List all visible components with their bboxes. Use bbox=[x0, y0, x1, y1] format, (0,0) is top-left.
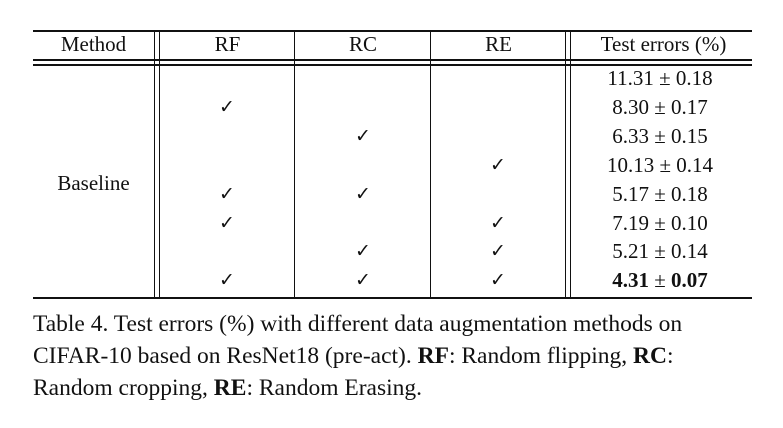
caption-re-abbr: RE bbox=[213, 375, 247, 401]
error-mean: 6.33 bbox=[612, 124, 649, 148]
col-divider-method-right bbox=[159, 30, 161, 298]
caption-rf-def: : Random flipping, bbox=[448, 343, 634, 369]
plus-minus: ± bbox=[654, 268, 666, 292]
test-error-value: 8.30 ± 0.17 bbox=[575, 95, 745, 119]
check-rf: ✓ bbox=[219, 96, 235, 118]
caption-rf-abbr: RF bbox=[417, 343, 449, 369]
table-caption: Table 4. Test errors (%) with different … bbox=[33, 308, 758, 404]
plus-minus: ± bbox=[654, 95, 666, 119]
plus-minus: ± bbox=[659, 153, 672, 177]
check-rc: ✓ bbox=[355, 240, 371, 262]
table-top-rule bbox=[33, 30, 752, 32]
check-rc: ✓ bbox=[355, 269, 371, 291]
check-rf: ✓ bbox=[219, 183, 235, 205]
method-baseline: Baseline bbox=[57, 171, 130, 195]
check-re: ✓ bbox=[490, 240, 506, 262]
table-bottom-rule bbox=[33, 297, 752, 299]
error-mean: 5.17 bbox=[612, 182, 649, 206]
test-error-value: 5.17 ± 0.18 bbox=[575, 182, 745, 206]
plus-minus: ± bbox=[654, 239, 666, 263]
plus-minus: ± bbox=[654, 211, 666, 235]
check-re: ✓ bbox=[490, 269, 506, 291]
col-divider-rf-rc bbox=[294, 30, 296, 298]
header-rf: RF bbox=[214, 32, 241, 56]
error-mean: 11.31 bbox=[607, 66, 654, 90]
header-rc: RC bbox=[348, 32, 377, 56]
col-divider-rc-re bbox=[430, 30, 432, 298]
caption-label: Table 4. bbox=[33, 311, 109, 337]
header-re: RE bbox=[485, 32, 512, 56]
error-std: 0.14 bbox=[676, 153, 714, 177]
error-std: 0.15 bbox=[671, 124, 708, 148]
error-std: 0.18 bbox=[675, 66, 713, 90]
test-error-value: 6.33 ± 0.15 bbox=[575, 124, 745, 148]
caption-text: Test errors (%) with different data augm… bbox=[33, 311, 683, 369]
caption-rc-def: : Random cropping, bbox=[33, 343, 674, 401]
error-std: 0.17 bbox=[671, 95, 708, 119]
header-test-errors: Test errors (%) bbox=[600, 32, 727, 56]
header-rule-1 bbox=[33, 59, 752, 61]
caption-rc-abbr: RC bbox=[633, 343, 667, 369]
header-rule-2 bbox=[33, 64, 752, 66]
error-std: 0.07 bbox=[671, 268, 708, 292]
error-std: 0.10 bbox=[671, 211, 708, 235]
error-mean: 7.19 bbox=[612, 211, 649, 235]
test-error-value: 7.19 ± 0.10 bbox=[575, 211, 745, 235]
col-divider-re-left bbox=[565, 30, 567, 298]
test-error-value: 11.31 ± 0.18 bbox=[575, 66, 745, 90]
error-mean: 10.13 bbox=[606, 153, 655, 177]
check-re: ✓ bbox=[490, 212, 506, 234]
check-rc: ✓ bbox=[355, 125, 371, 147]
test-error-value: 5.21 ± 0.14 bbox=[575, 239, 745, 263]
test-error-value: 10.13 ± 0.14 bbox=[575, 153, 745, 177]
error-mean: 4.31 bbox=[612, 268, 649, 292]
results-table bbox=[33, 28, 752, 300]
plus-minus: ± bbox=[654, 182, 666, 206]
col-divider-method-left bbox=[154, 30, 156, 298]
error-mean: 8.30 bbox=[612, 95, 649, 119]
col-divider-re-right bbox=[570, 30, 572, 298]
check-rf: ✓ bbox=[219, 269, 235, 291]
error-std: 0.18 bbox=[671, 182, 708, 206]
check-rf: ✓ bbox=[219, 212, 235, 234]
test-error-value: 4.31 ± 0.07 bbox=[575, 268, 745, 292]
check-rc: ✓ bbox=[355, 183, 371, 205]
header-method: Method bbox=[60, 32, 127, 56]
caption-re-def: : Random Erasing. bbox=[246, 375, 423, 401]
check-re: ✓ bbox=[490, 154, 506, 176]
error-std: 0.14 bbox=[671, 239, 708, 263]
plus-minus: ± bbox=[659, 66, 671, 90]
error-mean: 5.21 bbox=[612, 239, 649, 263]
plus-minus: ± bbox=[654, 124, 666, 148]
